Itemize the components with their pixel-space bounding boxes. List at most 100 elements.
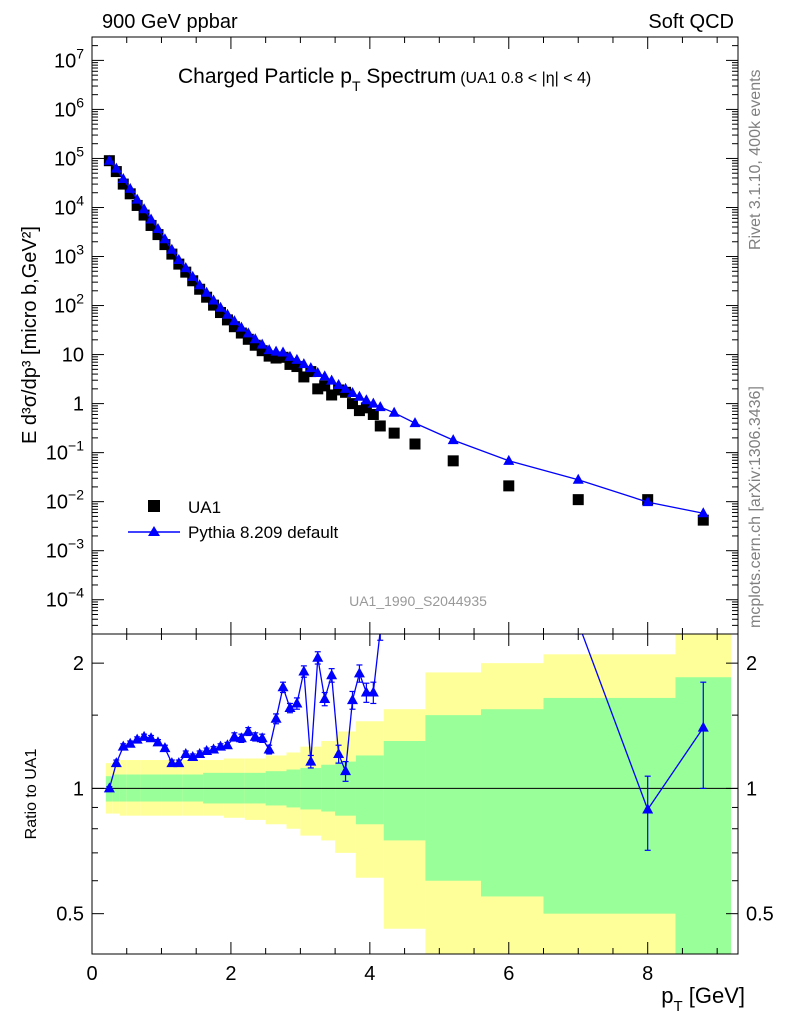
ratio-point [256,732,268,743]
pythia-point [159,233,171,244]
ua1-point [228,321,240,333]
ratio-point [173,757,185,768]
ratio-point [180,747,192,758]
ratio-data-marks [103,634,709,851]
ua1-point [242,333,254,345]
ratio-y-tick-label-right: 2 [746,653,757,675]
ua1-point [159,239,171,251]
main-title-text: Charged Particle p [178,65,352,88]
pythia-point [409,417,421,428]
y-tick-label-base: 10 [46,541,68,563]
ratio-point [194,747,206,758]
pythia-point [228,315,240,326]
y-tick-label-base: 10 [54,148,76,170]
mcplots-label: mcplots.cern.ch [arXiv:1306.3436] [747,386,764,628]
ua1-point [319,380,331,392]
ratio-point [103,782,115,793]
rivet-version-label: Rivet 3.1.10, 400k events [747,69,764,250]
ua1-point [215,307,227,319]
y-tick-label-exponent: 2 [76,291,84,307]
header-left-text: 900 GeV ppbar [102,11,238,33]
y-tick-label-exponent: 7 [76,45,84,61]
ua1-point [145,219,157,231]
y-tick-label-base: 10 [54,247,76,269]
ratio-y-tick-label-right: 0.5 [746,904,774,926]
pythia-point [208,294,220,305]
pythia-point [374,401,386,412]
ratio-point [298,665,310,676]
y-tick-label-base: 10 [54,50,76,72]
x-axis-label-subscript: T [673,998,682,1015]
ratio-point [284,702,296,713]
ua1-point [152,229,164,241]
ua1-point [263,350,275,362]
ratio-point [117,740,129,751]
pythia-point [256,338,268,349]
legend-pythia-marker [148,526,160,536]
ua1-point [277,351,289,363]
pythia-point [249,333,261,344]
ua1-point [346,398,358,410]
pythia-point [131,193,143,204]
ua1-point [208,299,220,311]
ratio-point [138,730,150,741]
ratio-point [110,757,122,768]
ua1-point [284,358,296,370]
ua1-point [166,248,178,260]
pythia-point [173,253,185,264]
legend: UA1 Pythia 8.209 default [128,498,339,542]
analysis-watermark: UA1_1990_S2044935 [349,593,487,609]
ua1-point [256,345,268,357]
main-plot-frame [91,36,739,635]
pythia-point [388,406,400,417]
ua1-point [312,383,324,395]
y-tick-label: 102 [54,291,84,318]
pythia-point [697,507,709,518]
x-tick-label: 8 [642,963,653,985]
pythia-point [221,308,233,319]
ratio-y-tick-label: 2 [73,653,84,675]
y-tick-label-base: 10 [54,296,76,318]
y-tick-label: 10−3 [46,536,84,563]
pythia-point [180,262,192,273]
ratio-point [642,803,654,814]
pythia-point [319,370,331,381]
y-tick-label-base: 10 [46,590,68,612]
pythia-point [326,374,338,385]
y-tick-label-exponent: −2 [68,487,84,503]
ratio-point [131,733,143,744]
ratio-point [305,755,317,766]
ua1-point [572,494,584,506]
pythia-point [447,434,459,445]
y-tick-label: 10 [62,345,84,367]
pythia-point [346,386,358,397]
pythia-point [333,378,345,389]
y-tick-label-exponent: −4 [68,585,84,601]
y-tick-label-exponent: −3 [68,536,84,552]
ua1-point [447,455,459,467]
ratio-axis-ticks: 0.5 0.5 1 1 2 2 0 2 4 6 8 [56,634,774,985]
pythia-point [305,362,317,373]
ratio-point [270,712,282,723]
pythia-point [277,346,289,357]
x-tick-label: 0 [86,963,97,985]
ratio-point [291,697,303,708]
ua1-point [409,438,421,450]
y-tick-label: 10−4 [46,585,84,612]
ua1-point [697,514,709,526]
y-tick-label-exponent: −1 [68,438,84,454]
ratio-point [145,732,157,743]
pythia-point [194,279,206,290]
ratio-point [374,634,386,635]
pythia-point [284,350,296,361]
x-axis-label-text: p [661,983,673,1008]
ua1-point [374,420,386,432]
main-title-subscript: T [352,78,361,94]
y-tick-label-exponent: 5 [76,143,84,159]
legend-ua1-label: UA1 [188,498,221,517]
y-tick-label-base: 10 [46,443,68,465]
ua1-point [388,427,400,439]
ratio-band-green [480,709,544,897]
ua1-point [235,327,247,339]
